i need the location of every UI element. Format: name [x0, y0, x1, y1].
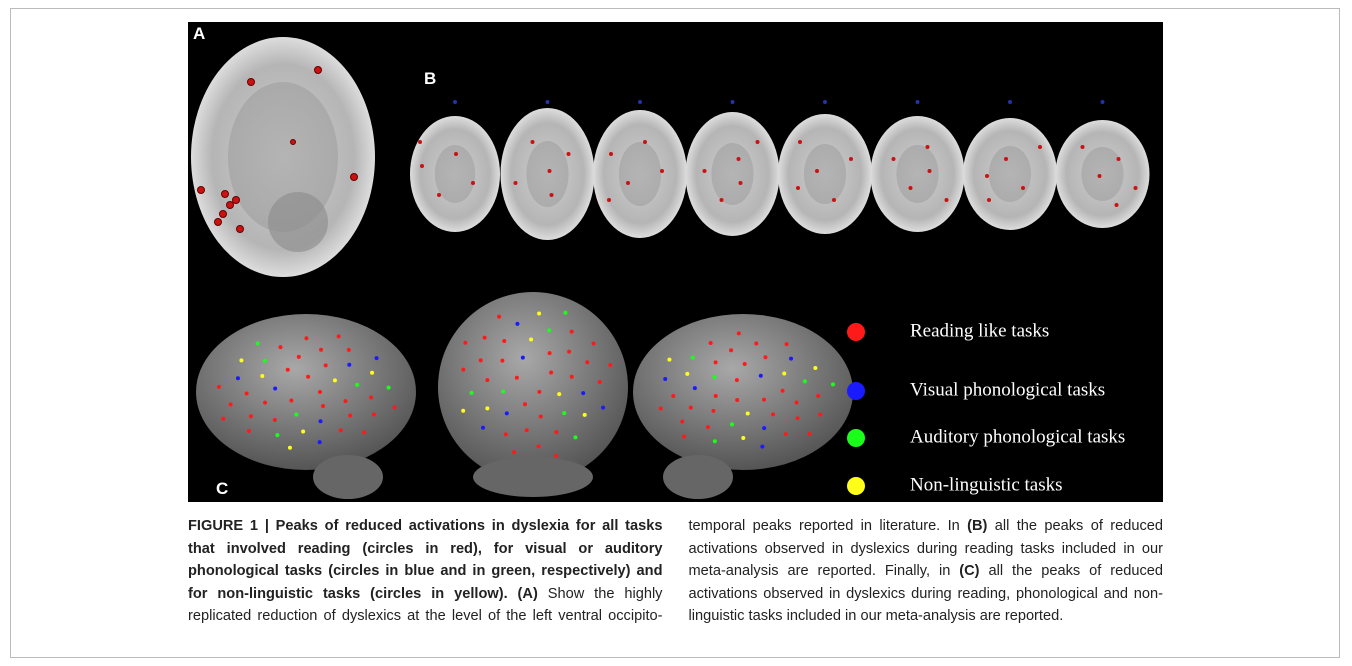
panel-b-slices [410, 100, 1150, 240]
legend: Reading like tasks Visual phonological ta… [847, 320, 1125, 495]
legend-label: Non-linguistic tasks [910, 474, 1063, 495]
caption-text: all the peaks of reduced activations obs… [688, 518, 1164, 579]
panel-a-slice [191, 37, 375, 277]
legend-label: Auditory phonological tasks [910, 426, 1125, 447]
legend-swatch [847, 429, 865, 447]
panel-label: A [193, 24, 205, 43]
caption-text: all the peaks of reduced activations obs… [688, 563, 1164, 624]
panel-label: B [424, 69, 436, 88]
caption-text: (A) [517, 585, 538, 602]
legend-swatch [847, 477, 865, 495]
figure-image: A B C Reading like tasks Visual phonologi… [188, 22, 1163, 502]
legend-swatch [847, 323, 865, 341]
legend-label: Reading like tasks [910, 320, 1049, 341]
caption-text: (B) [967, 518, 988, 534]
figure-caption: FIGURE 1 | Peaks of reduced activations … [188, 515, 1163, 628]
caption-text [508, 586, 518, 602]
caption-text: Show the highly replicated reduction of … [188, 518, 968, 624]
panel-c-brains [196, 292, 853, 499]
legend-swatch [847, 382, 865, 400]
panel-label: C [216, 479, 228, 498]
caption-text: FIGURE 1 | Peaks of reduced activations … [188, 518, 663, 602]
caption-text: (C) [959, 563, 980, 579]
figure-frame [10, 8, 1340, 658]
legend-label: Visual phonological tasks [910, 379, 1105, 400]
